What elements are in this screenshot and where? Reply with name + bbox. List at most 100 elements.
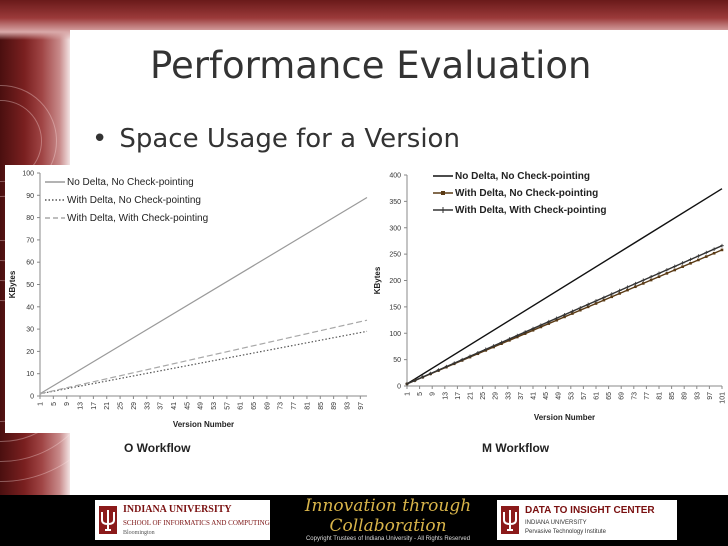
series-3-point <box>720 243 724 248</box>
series-3-point <box>476 350 480 355</box>
x-tick-label: 37 <box>158 402 165 410</box>
x-tick-label: 41 <box>531 392 538 400</box>
x-tick-label: 85 <box>669 392 676 400</box>
x-tick-label: 69 <box>619 392 626 400</box>
x-tick-label: 29 <box>493 392 500 400</box>
series-2-point <box>571 312 574 315</box>
x-tick-label: 17 <box>91 402 98 410</box>
x-tick-label: 89 <box>682 392 689 400</box>
x-tick-label: 37 <box>518 392 525 400</box>
y-tick-label: 200 <box>389 278 401 285</box>
innovation-tagline: Innovation through Collaboration <box>288 496 488 536</box>
x-tick-label: 21 <box>104 402 111 410</box>
x-tick-label: 1 <box>38 402 45 406</box>
chart-o-workflow-svg: 0 10 20 30 40 50 60 70 80 90 100 1 5 9 13 17 21 25 29 33 37 4… <box>8 171 368 429</box>
legend-label-1: No Delta, No Check-pointing <box>67 177 194 188</box>
iu-school: SCHOOL OF INFORMATICS AND COMPUTING <box>123 519 270 527</box>
x-tick-label: 65 <box>251 402 258 410</box>
iu-trident-icon <box>99 506 117 534</box>
slide-title: Performance Evaluation <box>150 44 592 87</box>
x-tick-label: 25 <box>480 392 487 400</box>
legend-label-3: With Delta, With Check-pointing <box>455 205 606 216</box>
x-tick-label: 101 <box>720 392 727 404</box>
x-tick-label: 49 <box>556 392 563 400</box>
x-axis-label: Version Number <box>173 420 234 429</box>
caption-o-workflow: O Workflow <box>124 441 191 455</box>
x-tick-label: 29 <box>131 402 138 410</box>
series-2-point <box>689 262 692 265</box>
x-tick-label: 9 <box>430 392 437 396</box>
x-tick-label: 81 <box>657 392 664 400</box>
bullet-text: Space Usage for a Version <box>119 124 460 154</box>
y-tick-label: 50 <box>26 282 34 289</box>
series-3-point <box>539 323 543 327</box>
y-tick-label: 100 <box>22 171 34 178</box>
x-tick-label: 81 <box>304 402 311 410</box>
d2i-sub-2: Pervasive Technology Institute <box>525 529 606 535</box>
series-3-point <box>570 309 575 314</box>
series-3-point <box>672 264 677 269</box>
y-axis-label: KBytes <box>8 270 17 298</box>
y-tick-label: 350 <box>389 199 401 206</box>
legend-label-2: With Delta, No Check-pointing <box>67 195 201 206</box>
series-3-point <box>594 299 598 303</box>
series-line-2 <box>39 330 368 395</box>
series-3-point <box>468 354 472 359</box>
y-tick-label: 100 <box>389 331 401 338</box>
series-3-point <box>531 326 535 331</box>
series-2-point <box>563 315 566 319</box>
series-3-point <box>602 295 606 300</box>
x-tick-label: 69 <box>264 402 271 410</box>
y-tick-label: 70 <box>26 237 34 244</box>
series-3-point <box>562 312 567 317</box>
legend-label-1: No Delta, No Check-pointing <box>455 171 590 182</box>
y-tick-label: 0 <box>397 384 401 391</box>
series-2-point <box>602 298 606 302</box>
series-2-point <box>665 272 669 275</box>
series-3-point <box>483 347 488 352</box>
x-tick-label: 97 <box>707 392 714 400</box>
y-tick-label: 150 <box>389 304 401 311</box>
series-2-point <box>712 251 716 255</box>
series-3-point <box>499 340 504 345</box>
series-3-point <box>460 357 464 362</box>
series-line-3 <box>39 319 368 395</box>
series-2-point <box>547 322 551 325</box>
legend-marker-3 <box>440 207 446 213</box>
iu-name: INDIANA UNIVERSITY <box>123 504 232 515</box>
x-tick-label: 13 <box>78 402 85 410</box>
x-tick-label: 65 <box>606 392 613 400</box>
x-tick-label: 49 <box>198 402 205 410</box>
x-tick-label: 77 <box>644 392 651 400</box>
caption-m-workflow: M Workflow <box>482 441 550 455</box>
x-tick-label: 57 <box>224 402 231 410</box>
d2i-trident-icon <box>501 506 519 534</box>
series-3-point <box>436 368 441 372</box>
series-line-1 <box>406 188 723 385</box>
x-tick-label: 5 <box>417 392 424 396</box>
x-tick-label: 93 <box>344 402 351 410</box>
x-tick-label: 45 <box>184 402 191 410</box>
y-tick-label: 300 <box>389 225 401 232</box>
x-tick-label: 1 <box>405 392 412 396</box>
chart-m-workflow-svg: 0 50 100 150 200 250 300 350 400 1 5 9 13 17 21 25 29 33 3… <box>373 171 727 422</box>
y-tick-label: 80 <box>26 215 34 222</box>
series-3-point <box>680 261 685 265</box>
legend-marker-2 <box>441 191 445 195</box>
bullet-symbol: • <box>92 124 108 154</box>
x-tick-label: 97 <box>358 402 365 410</box>
x-tick-label: 5 <box>51 402 58 406</box>
series-2-point <box>641 282 645 285</box>
y-tick-label: 400 <box>389 173 401 180</box>
series-2-point <box>586 305 590 309</box>
x-tick-label: 45 <box>543 392 550 400</box>
x-tick-label: 61 <box>238 402 245 410</box>
x-tick-label: 93 <box>694 392 701 400</box>
series-3-point <box>688 257 693 262</box>
iu-logo: INDIANA UNIVERSITY SCHOOL OF INFORMATICS… <box>95 500 270 540</box>
x-axis-label: Version Number <box>534 413 595 422</box>
y-tick-label: 60 <box>26 260 34 267</box>
legend-label-2: With Delta, No Check-pointing <box>455 188 598 199</box>
series-2-point <box>555 318 558 322</box>
series-3-point <box>515 333 520 338</box>
